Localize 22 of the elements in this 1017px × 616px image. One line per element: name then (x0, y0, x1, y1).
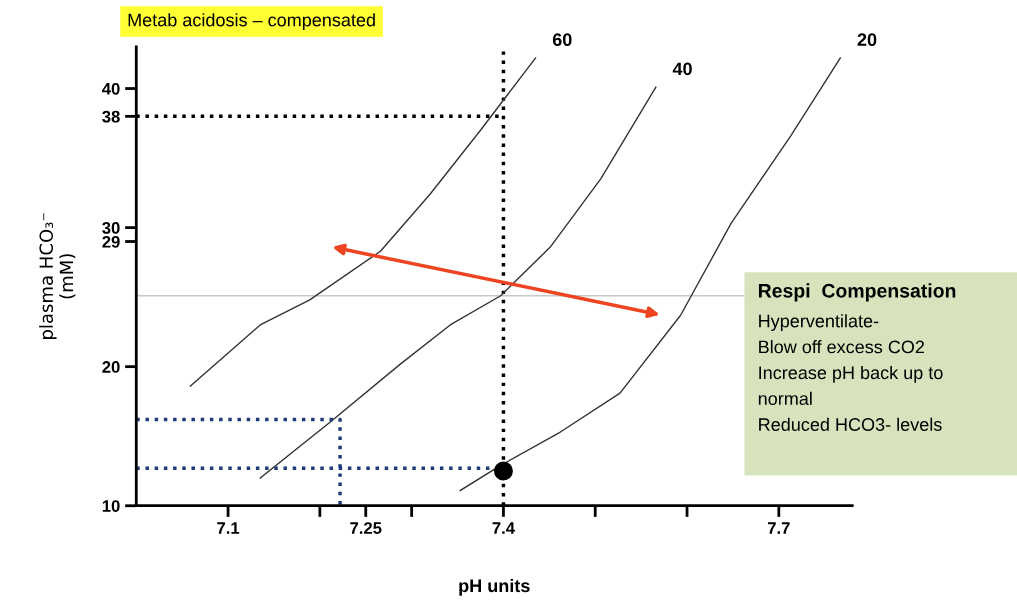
chart-title: Metab acidosis – compensated (128, 13, 375, 30)
annotation: 40 (672, 62, 692, 76)
text: 20 (857, 33, 877, 47)
x-tick-label: 7.1 (217, 522, 240, 534)
y-tick-label: 20 (102, 361, 120, 373)
y-tick-label: 29 (102, 235, 120, 248)
y-axis-title: plasma HCO₃⁻ (mM) (39, 213, 76, 339)
annotation: Respi Compensation (758, 283, 956, 302)
y-tick-label: 10 (102, 500, 120, 512)
x-tick-label: 7.25 (350, 522, 382, 534)
x-axis-title: pH units (459, 578, 530, 596)
y-tick-label: 30 (102, 222, 120, 234)
annotation: Reduced HCO3- levels (759, 417, 942, 431)
annotation: Hyperventilate- (759, 314, 879, 331)
text: 60 (552, 33, 572, 47)
annotation: normal (758, 391, 812, 406)
annotation: Increase pH back up to (759, 365, 943, 383)
x-tick-label: 7.4 (492, 522, 515, 534)
y-tick-label: 38 (102, 110, 120, 123)
y-tick-label: 40 (102, 82, 120, 95)
x-tick-label: 7.7 (767, 522, 790, 534)
annotation: Blow off excess CO2 (759, 340, 925, 354)
